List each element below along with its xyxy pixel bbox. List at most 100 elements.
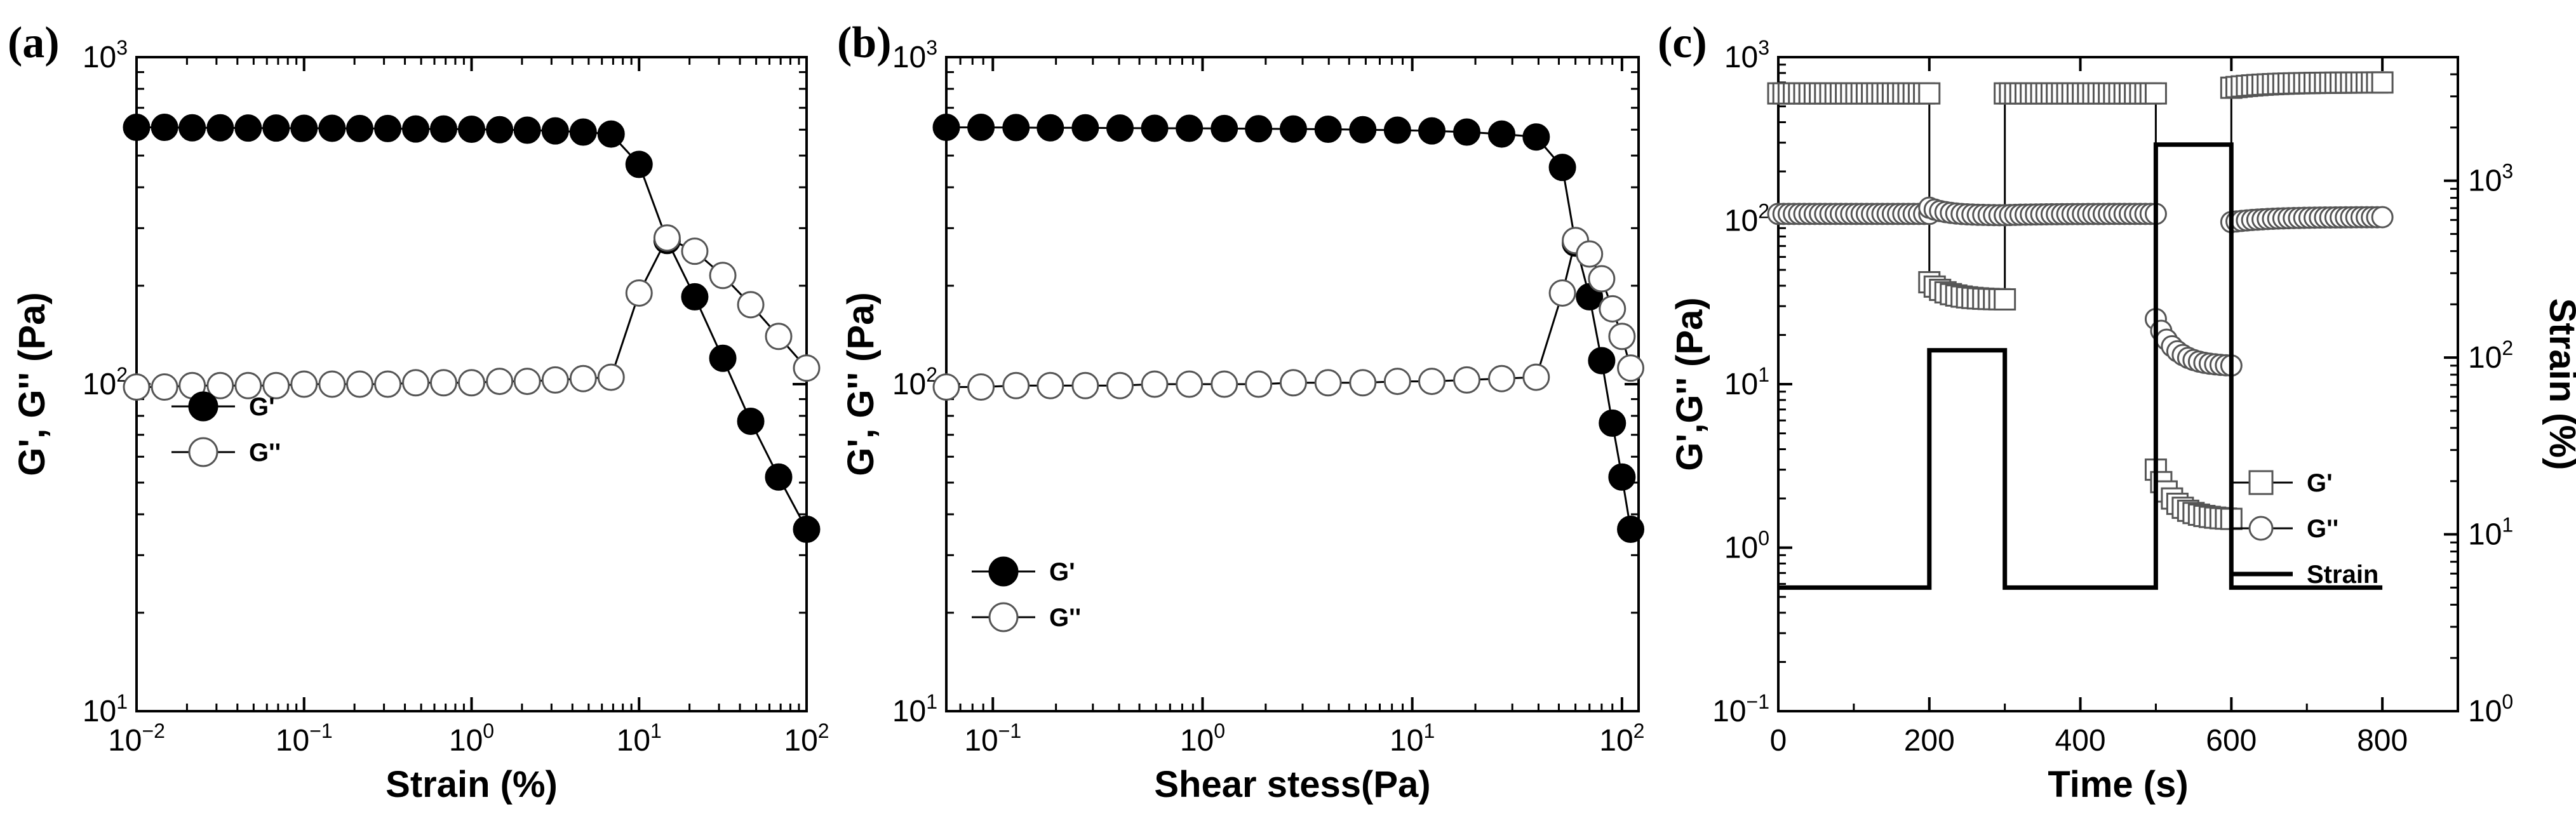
y-tick-label: 101 [892, 690, 937, 728]
data-point [290, 114, 318, 142]
data-point [206, 371, 234, 399]
x-tick-label: 200 [1904, 724, 1955, 758]
legend-label: G' [249, 393, 275, 421]
data-point [458, 116, 485, 144]
legend-marker [988, 602, 1019, 632]
legend-label: G'' [249, 439, 281, 467]
data-point [402, 369, 430, 397]
series-line [1778, 81, 2383, 520]
legend-marker [188, 437, 218, 467]
series-G-0 [1767, 71, 2394, 530]
data-point [1383, 116, 1411, 144]
data-point [967, 114, 995, 142]
series-line [1778, 206, 2383, 367]
data-point [1487, 364, 1515, 392]
y-tick-label: 101 [83, 690, 128, 728]
y-tick-label: 102 [83, 363, 128, 401]
data-point [429, 115, 457, 143]
series-G-0 [123, 114, 821, 544]
series-line [946, 238, 1632, 388]
legend-label: G'' [1049, 604, 1081, 632]
data-point [967, 373, 995, 401]
y-axis-title: G',G'' (Pa) [1669, 297, 1710, 471]
data-point [318, 114, 346, 142]
data-point [1314, 369, 1342, 397]
data-point [318, 370, 346, 398]
x-tick-label: 100 [449, 719, 494, 758]
data-point [765, 463, 793, 491]
series-line [946, 126, 1632, 530]
data-point [681, 237, 709, 265]
data-point [262, 114, 290, 142]
data-point [151, 114, 178, 142]
data-point [1002, 371, 1030, 399]
data-point [709, 262, 737, 290]
data-point [2371, 71, 2394, 94]
data-point [486, 116, 514, 144]
x-tick-label: 10−2 [108, 719, 165, 758]
data-point [1071, 114, 1099, 142]
data-point [1608, 463, 1636, 491]
y2-tick-label: 100 [2468, 690, 2513, 728]
y-tick-label: 103 [892, 36, 937, 74]
x-axis-title: Shear stess(Pa) [1154, 764, 1430, 805]
plot-frame [1777, 56, 2459, 712]
data-point [1418, 117, 1446, 145]
data-point [1106, 114, 1134, 142]
x-tick-label: 101 [1390, 719, 1435, 758]
data-point [1349, 116, 1377, 144]
data-point [1279, 115, 1307, 143]
y-axis-title: G', G'' (Pa) [840, 292, 882, 476]
data-point [123, 373, 151, 401]
y-axis-title: G', G'' (Pa) [11, 292, 53, 476]
y2-tick-label: 101 [2468, 514, 2513, 552]
y-tick-label: 100 [1724, 527, 1769, 565]
legend: G' G'' [972, 556, 1081, 632]
data-point [625, 279, 653, 307]
series-G-0 [932, 114, 1645, 544]
series-line [137, 236, 808, 388]
data-point [1487, 120, 1515, 148]
data-point [1453, 366, 1481, 394]
x-tick-label: 0 [1770, 724, 1787, 758]
data-point [1418, 368, 1446, 396]
data-point [1588, 347, 1616, 375]
data-point [1036, 114, 1064, 142]
legend-label: Strain [2307, 561, 2378, 589]
data-point [1918, 82, 1941, 105]
legend-marker [988, 556, 1019, 587]
data-point [345, 370, 373, 398]
panel-label: (c) [1658, 18, 1707, 67]
data-point [541, 117, 569, 145]
data-point [737, 291, 765, 319]
y-tick-label: 101 [1724, 363, 1769, 401]
data-point [1106, 371, 1134, 399]
data-point [1548, 279, 1576, 307]
y2-axis-title: Strain (%) [2542, 298, 2576, 471]
panel-label: (a) [8, 18, 60, 67]
y-tick-label: 103 [83, 36, 128, 74]
series-G-1 [123, 224, 821, 401]
x-tick-label: 102 [1599, 719, 1644, 758]
data-point [1245, 115, 1273, 143]
data-point [1383, 368, 1411, 396]
x-tick-label: 100 [1180, 719, 1225, 758]
data-point [1141, 114, 1169, 142]
legend-marker [2248, 516, 2274, 541]
data-point [1453, 118, 1481, 146]
legend-marker [2248, 470, 2274, 495]
data-point [1994, 288, 2016, 311]
data-point [458, 369, 485, 397]
data-point [1211, 370, 1238, 398]
data-point [206, 114, 234, 142]
data-point [1617, 516, 1645, 544]
y2-tick-label: 102 [2468, 337, 2513, 375]
x-axis-title: Time (s) [2048, 764, 2188, 805]
series-G-1 [932, 227, 1645, 401]
data-point [1245, 370, 1273, 398]
data-point [569, 118, 597, 146]
data-point [1522, 123, 1550, 151]
data-point [234, 371, 262, 399]
data-point [151, 373, 178, 401]
